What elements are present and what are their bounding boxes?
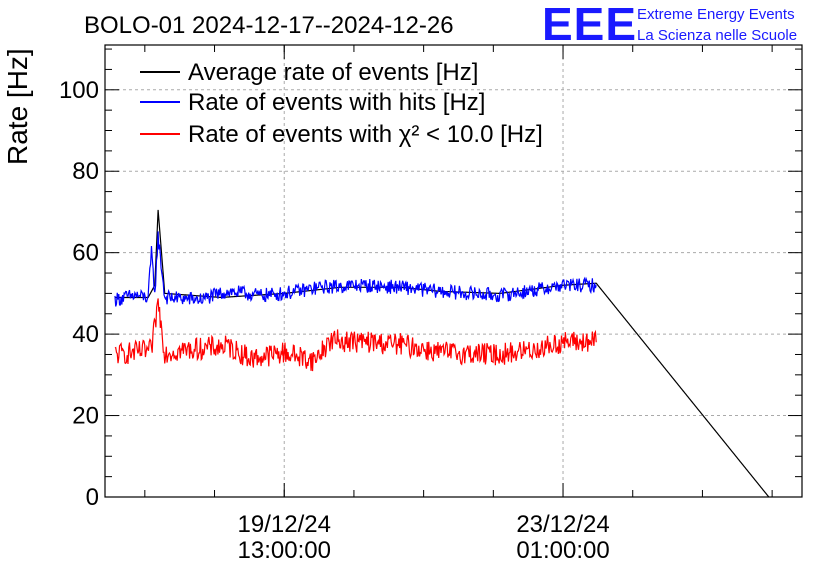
legend: Average rate of events [Hz] Rate of event… [140,59,543,148]
y-tick-label: 80 [72,158,99,185]
x-tick-label-date: 23/12/24 [516,511,609,538]
y-axis: 0 20 40 60 80 100 [59,48,802,511]
series-line-2 [114,231,597,307]
legend-label-3: Rate of events with χ² < 10.0 [Hz] [188,121,543,148]
series-layer [114,209,770,498]
eee-logo-line2: La Scienza nelle Scuole [637,27,797,44]
legend-label-2: Rate of events with hits [Hz] [188,89,485,116]
y-tick-label: 0 [86,484,99,511]
x-tick-label-time: 01:00:00 [516,537,609,564]
y-tick-label: 40 [72,321,99,348]
chart-title: BOLO-01 2024-12-17--2024-12-26 [84,12,454,39]
y-axis-title: Rate [Hz] [2,48,33,165]
y-tick-label: 100 [59,77,99,104]
grid-lines [105,45,802,497]
eee-logo: EEE Extreme Energy Events La Scienza nel… [542,0,797,50]
plot-frame [104,44,803,498]
legend-label-1: Average rate of events [Hz] [188,59,478,86]
x-tick-label-time: 13:00:00 [238,537,331,564]
eee-logo-line1: Extreme Energy Events [637,6,795,23]
series-line-3 [114,298,597,372]
y-tick-label: 20 [72,403,99,430]
x-tick-label-date: 19/12/24 [238,511,331,538]
eee-logo-mark: EEE [542,0,637,50]
y-tick-label: 60 [72,240,99,267]
